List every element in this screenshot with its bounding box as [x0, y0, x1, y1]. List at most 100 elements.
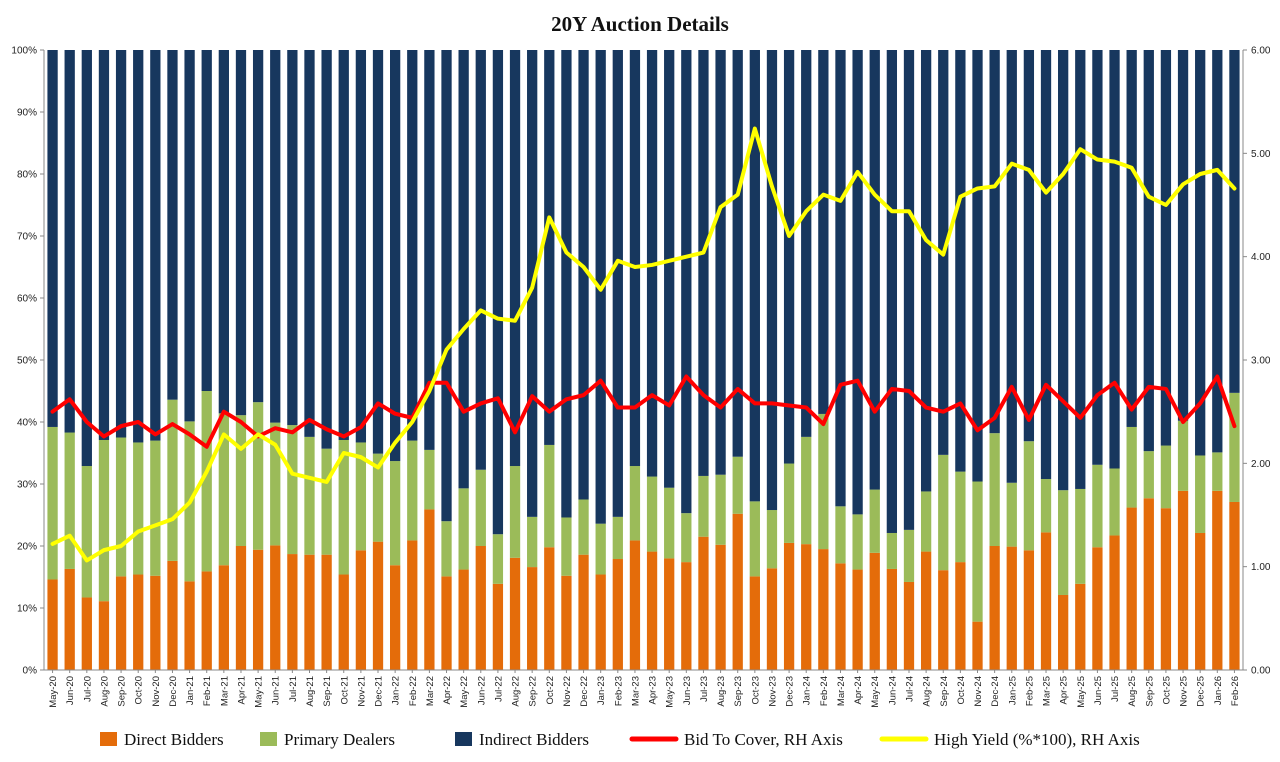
right-tick-label: 5.00 — [1251, 149, 1271, 160]
bar-direct-bidders-aug-21 — [304, 554, 315, 670]
legend-primary-dealers-swatch — [260, 732, 277, 746]
bar-indirect-bidders-mar-24 — [835, 50, 846, 507]
bar-indirect-bidders-may-22 — [458, 50, 469, 489]
legend-indirect-bidders-swatch — [455, 732, 472, 746]
bar-indirect-bidders-nov-24 — [972, 50, 983, 482]
bar-primary-dealers-nov-20 — [150, 440, 161, 576]
bar-primary-dealers-may-20 — [47, 426, 58, 580]
bar-indirect-bidders-jul-22 — [492, 50, 504, 535]
x-tick-label: Nov-23 — [767, 676, 778, 707]
bar-indirect-bidders-dec-23 — [783, 50, 795, 464]
bar-indirect-bidders-feb-24 — [818, 50, 829, 414]
bar-indirect-bidders-jan-26 — [1212, 50, 1223, 453]
bar-primary-dealers-feb-22 — [407, 440, 418, 541]
bar-indirect-bidders-oct-22 — [544, 50, 555, 445]
bar-primary-dealers-dec-20 — [167, 399, 178, 561]
bar-indirect-bidders-nov-25 — [1177, 50, 1189, 421]
bar-area — [47, 50, 1240, 670]
bar-indirect-bidders-apr-24 — [852, 50, 863, 515]
x-tick-label: Jan-23 — [596, 676, 607, 705]
bar-indirect-bidders-oct-20 — [133, 50, 144, 443]
bar-direct-bidders-jan-23 — [595, 574, 606, 670]
x-tick-label: Apr-23 — [648, 676, 659, 705]
x-tick-label: Feb-26 — [1230, 676, 1241, 706]
bar-indirect-bidders-nov-22 — [561, 50, 572, 518]
legend-direct-bidders-label: Direct Bidders — [124, 730, 224, 749]
bar-direct-bidders-may-21 — [252, 549, 264, 670]
bar-direct-bidders-jul-23 — [698, 536, 709, 670]
bar-indirect-bidders-jul-20 — [81, 50, 92, 467]
bar-direct-bidders-may-25 — [1075, 583, 1086, 670]
bar-primary-dealers-aug-24 — [920, 491, 932, 552]
bar-direct-bidders-feb-22 — [407, 540, 418, 670]
bar-indirect-bidders-oct-23 — [749, 50, 760, 502]
bar-direct-bidders-dec-24 — [989, 546, 1000, 670]
bar-primary-dealers-sep-24 — [938, 454, 949, 571]
bar-primary-dealers-feb-26 — [1229, 392, 1240, 502]
bar-primary-dealers-jun-22 — [475, 469, 486, 546]
bar-primary-dealers-feb-25 — [1023, 441, 1035, 551]
bar-direct-bidders-feb-25 — [1023, 550, 1035, 670]
x-tick-label: Apr-21 — [236, 676, 247, 705]
x-tick-label: May-20 — [48, 676, 59, 708]
bar-indirect-bidders-feb-23 — [612, 50, 623, 517]
legend-direct-bidders-swatch — [100, 732, 117, 746]
x-tick-label: Jul-21 — [288, 676, 299, 702]
x-tick-label: Oct-23 — [750, 676, 761, 705]
right-tick-label: 4.00 — [1251, 252, 1271, 263]
bar-direct-bidders-oct-21 — [338, 574, 349, 670]
bar-indirect-bidders-mar-22 — [424, 50, 435, 450]
left-tick-label: 10% — [17, 604, 37, 615]
bar-direct-bidders-may-20 — [47, 579, 58, 670]
bar-primary-dealers-mar-23 — [629, 466, 641, 541]
bar-primary-dealers-dec-22 — [578, 499, 589, 555]
bar-direct-bidders-jun-23 — [681, 562, 692, 670]
bar-indirect-bidders-aug-23 — [715, 50, 726, 475]
x-tick-label: Oct-22 — [545, 676, 556, 705]
bar-primary-dealers-aug-23 — [715, 474, 726, 545]
bar-direct-bidders-feb-23 — [612, 559, 623, 670]
bar-primary-dealers-dec-21 — [372, 453, 384, 542]
bar-direct-bidders-mar-25 — [1040, 532, 1052, 670]
bar-primary-dealers-jul-21 — [287, 425, 298, 555]
x-tick-label: Aug-20 — [99, 676, 110, 707]
bar-indirect-bidders-dec-24 — [989, 50, 1000, 434]
bar-primary-dealers-mar-22 — [424, 449, 435, 510]
bar-primary-dealers-feb-24 — [818, 413, 829, 550]
bar-primary-dealers-may-24 — [869, 489, 880, 553]
bar-primary-dealers-sep-21 — [321, 448, 332, 555]
bar-direct-bidders-apr-22 — [441, 576, 452, 670]
bar-primary-dealers-jan-26 — [1212, 452, 1223, 491]
bar-primary-dealers-dec-23 — [783, 463, 795, 543]
x-tick-label: Feb-21 — [202, 676, 213, 706]
bar-indirect-bidders-jul-21 — [287, 50, 298, 426]
bar-primary-dealers-oct-24 — [955, 471, 966, 563]
bar-direct-bidders-jan-24 — [801, 544, 812, 670]
x-tick-label: Dec-25 — [1196, 676, 1207, 707]
bar-indirect-bidders-jan-24 — [801, 50, 812, 437]
bar-primary-dealers-dec-24 — [989, 433, 1000, 546]
x-tick-label: Mar-23 — [630, 676, 641, 706]
bar-indirect-bidders-aug-20 — [98, 50, 110, 440]
x-tick-label: Dec-22 — [579, 676, 590, 707]
x-tick-label: Mar-24 — [836, 676, 847, 706]
bar-primary-dealers-apr-24 — [852, 514, 863, 570]
x-tick-label: Apr-22 — [442, 676, 453, 705]
bar-direct-bidders-jan-26 — [1212, 490, 1223, 670]
bar-indirect-bidders-apr-25 — [1058, 50, 1069, 491]
x-tick-label: Aug-25 — [1127, 676, 1138, 707]
bar-primary-dealers-jan-22 — [390, 461, 401, 566]
bar-indirect-bidders-may-21 — [252, 50, 264, 403]
x-tick-label: Oct-20 — [134, 676, 145, 705]
bar-indirect-bidders-sep-25 — [1143, 50, 1154, 452]
left-tick-label: 40% — [17, 418, 37, 429]
chart-title: 20Y Auction Details — [551, 12, 729, 36]
bar-primary-dealers-feb-23 — [612, 516, 623, 560]
bar-indirect-bidders-feb-21 — [201, 50, 212, 391]
x-tick-label: Jul-23 — [699, 676, 710, 702]
bar-primary-dealers-may-23 — [664, 487, 675, 559]
bar-direct-bidders-jun-25 — [1092, 547, 1103, 670]
bar-direct-bidders-jun-24 — [886, 568, 898, 670]
bar-primary-dealers-apr-22 — [441, 521, 452, 577]
